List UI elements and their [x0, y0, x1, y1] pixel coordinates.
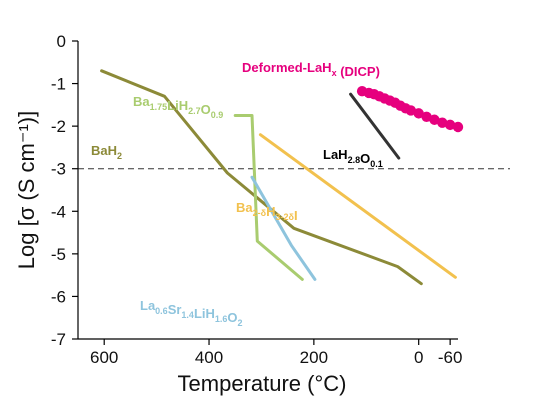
series-label-2: La0.6Sr1.4LiH1.6O2: [140, 298, 243, 328]
y-tick-label: -4: [51, 202, 66, 221]
series-label-1: Ba1.75LiH2.7O0.9: [133, 94, 223, 120]
y-tick-label: -1: [51, 75, 66, 94]
label-subscript: 0.6: [155, 306, 168, 316]
label-subscript: 2.7: [188, 106, 201, 116]
series-point-5-14: [444, 119, 456, 131]
series-line-4: [349, 92, 401, 160]
y-tick-label: -7: [51, 330, 66, 349]
y-axis-title: Log [σ (S cm⁻¹)]: [14, 111, 39, 269]
y-tick-label: -6: [51, 287, 66, 306]
series-line-3: [258, 133, 457, 279]
series-line-1: [233, 114, 304, 281]
series-point-5-15: [452, 121, 464, 133]
series-label-4: LaH2.8O0.1: [323, 147, 383, 169]
label-subscript: 2: [117, 151, 122, 161]
label-subscript: 1.75: [150, 102, 168, 112]
x-tick-label: 200: [300, 348, 328, 367]
label-subscript: 1.4: [181, 310, 194, 320]
label-subscript: 2.8: [348, 155, 361, 165]
series-point-5-9: [405, 105, 417, 116]
y-tick-label: -2: [51, 117, 66, 136]
label-subscript: 2: [238, 318, 243, 328]
series-labels-layer: BaH2 Ba1.75LiH2.7O0.9 La0.6Sr1.4LiH1.6O2 Ba…: [91, 60, 383, 328]
series-line-0: [100, 69, 423, 286]
label-subscript: 3-2δ: [275, 212, 294, 222]
label-subscript: 1.6: [215, 314, 228, 324]
label-subscript: 0.1: [370, 159, 383, 169]
y-tick-label: -5: [51, 245, 66, 264]
x-tick-label: 400: [195, 348, 223, 367]
label-subscript: 0.9: [211, 110, 224, 120]
x-tick-label: -60: [438, 348, 463, 367]
series-layer: [100, 69, 464, 286]
x-tick-label: 600: [90, 348, 118, 367]
series-line-2: [250, 175, 317, 281]
series-label-0: BaH2: [91, 143, 122, 161]
y-tick-label: 0: [57, 32, 66, 51]
series-label-3: Ba2-δH3-2δI: [236, 200, 298, 223]
x-axis-title: Temperature (°C): [178, 371, 347, 396]
x-tick-label: 0: [414, 348, 423, 367]
y-tick-label: -3: [51, 160, 66, 179]
series-point-5-10: [413, 108, 424, 119]
label-subscript: 2-δ: [253, 208, 267, 218]
series-label-5: Deformed-LaHx (DICP): [242, 60, 380, 79]
series-point-5-13: [437, 117, 448, 128]
label-subscript: x: [332, 68, 337, 78]
series-point-5-11: [421, 111, 432, 122]
series-point-5-12: [429, 114, 440, 125]
axes-layer: 0 -1 -2 -3 -4 -5 -6 -7 600 400 200 0 -60: [51, 32, 463, 367]
